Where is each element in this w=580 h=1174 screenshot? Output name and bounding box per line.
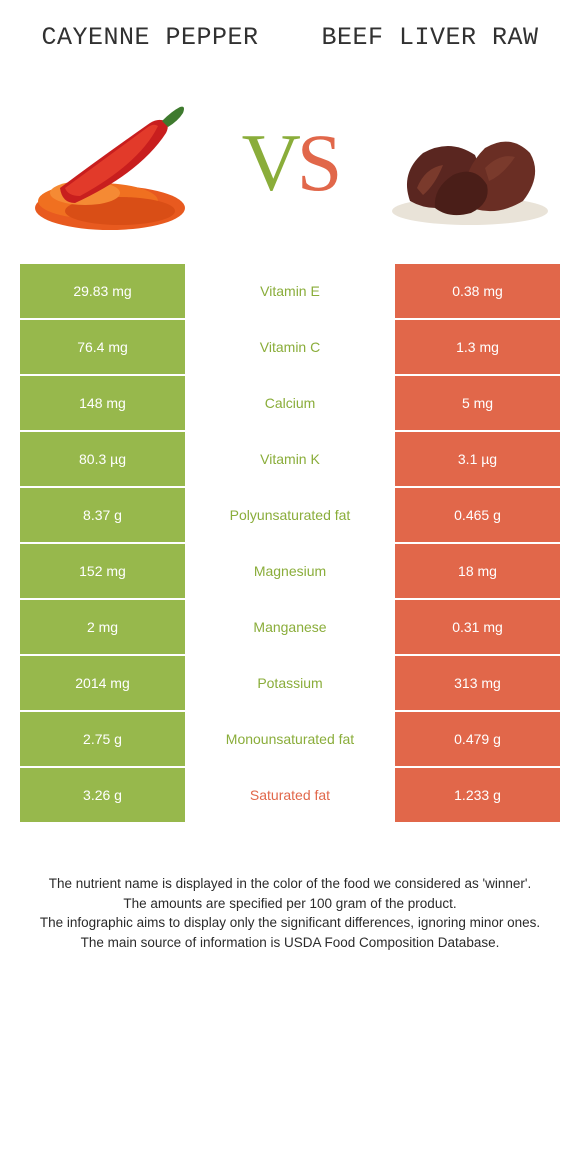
nutrient-table: 29.83 mgVitamin E0.38 mg 76.4 mgVitamin C… bbox=[0, 263, 580, 824]
nutrient-right-value: 0.465 g bbox=[395, 488, 560, 544]
footer-line-4: The main source of information is USDA F… bbox=[28, 933, 552, 953]
vs-s: S bbox=[297, 117, 339, 208]
footer-line-3: The infographic aims to display only the… bbox=[28, 913, 552, 933]
nutrient-label: Vitamin K bbox=[185, 432, 395, 488]
nutrient-left-value: 2.75 g bbox=[20, 712, 185, 768]
header: CAYENNE PEPPER BEEF LIVER RAW bbox=[0, 0, 580, 63]
nutrient-label: Monounsaturated fat bbox=[185, 712, 395, 768]
nutrient-right-value: 0.479 g bbox=[395, 712, 560, 768]
nutrient-right-value: 313 mg bbox=[395, 656, 560, 712]
footer-line-1: The nutrient name is displayed in the co… bbox=[28, 874, 552, 894]
footer-line-2: The amounts are specified per 100 gram o… bbox=[28, 894, 552, 914]
hero-row: VS bbox=[0, 63, 580, 263]
nutrient-label: Manganese bbox=[185, 600, 395, 656]
nutrient-right-value: 5 mg bbox=[395, 376, 560, 432]
nutrient-left-value: 2 mg bbox=[20, 600, 185, 656]
right-food-title: BEEF LIVER RAW bbox=[290, 22, 570, 53]
nutrient-label: Magnesium bbox=[185, 544, 395, 600]
vs-v: V bbox=[242, 117, 297, 208]
nutrient-left-value: 2014 mg bbox=[20, 656, 185, 712]
nutrient-right-value: 0.31 mg bbox=[395, 600, 560, 656]
nutrient-left-value: 76.4 mg bbox=[20, 320, 185, 376]
nutrient-right-value: 18 mg bbox=[395, 544, 560, 600]
vs-label: VS bbox=[242, 122, 339, 204]
nutrient-label: Potassium bbox=[185, 656, 395, 712]
nutrient-right-value: 0.38 mg bbox=[395, 264, 560, 320]
nutrient-left-value: 3.26 g bbox=[20, 768, 185, 824]
nutrient-label: Vitamin E bbox=[185, 264, 395, 320]
nutrient-right-value: 3.1 µg bbox=[395, 432, 560, 488]
nutrient-label: Saturated fat bbox=[185, 768, 395, 824]
nutrient-label: Polyunsaturated fat bbox=[185, 488, 395, 544]
left-food-title: CAYENNE PEPPER bbox=[10, 22, 290, 53]
footer-notes: The nutrient name is displayed in the co… bbox=[0, 824, 580, 952]
nutrient-left-value: 8.37 g bbox=[20, 488, 185, 544]
nutrient-right-value: 1.233 g bbox=[395, 768, 560, 824]
nutrient-left-value: 152 mg bbox=[20, 544, 185, 600]
nutrient-label: Calcium bbox=[185, 376, 395, 432]
cayenne-pepper-image bbox=[20, 93, 205, 233]
nutrient-left-value: 80.3 µg bbox=[20, 432, 185, 488]
nutrient-label: Vitamin C bbox=[185, 320, 395, 376]
nutrient-left-value: 148 mg bbox=[20, 376, 185, 432]
nutrient-left-value: 29.83 mg bbox=[20, 264, 185, 320]
beef-liver-image bbox=[375, 93, 560, 233]
nutrient-right-value: 1.3 mg bbox=[395, 320, 560, 376]
